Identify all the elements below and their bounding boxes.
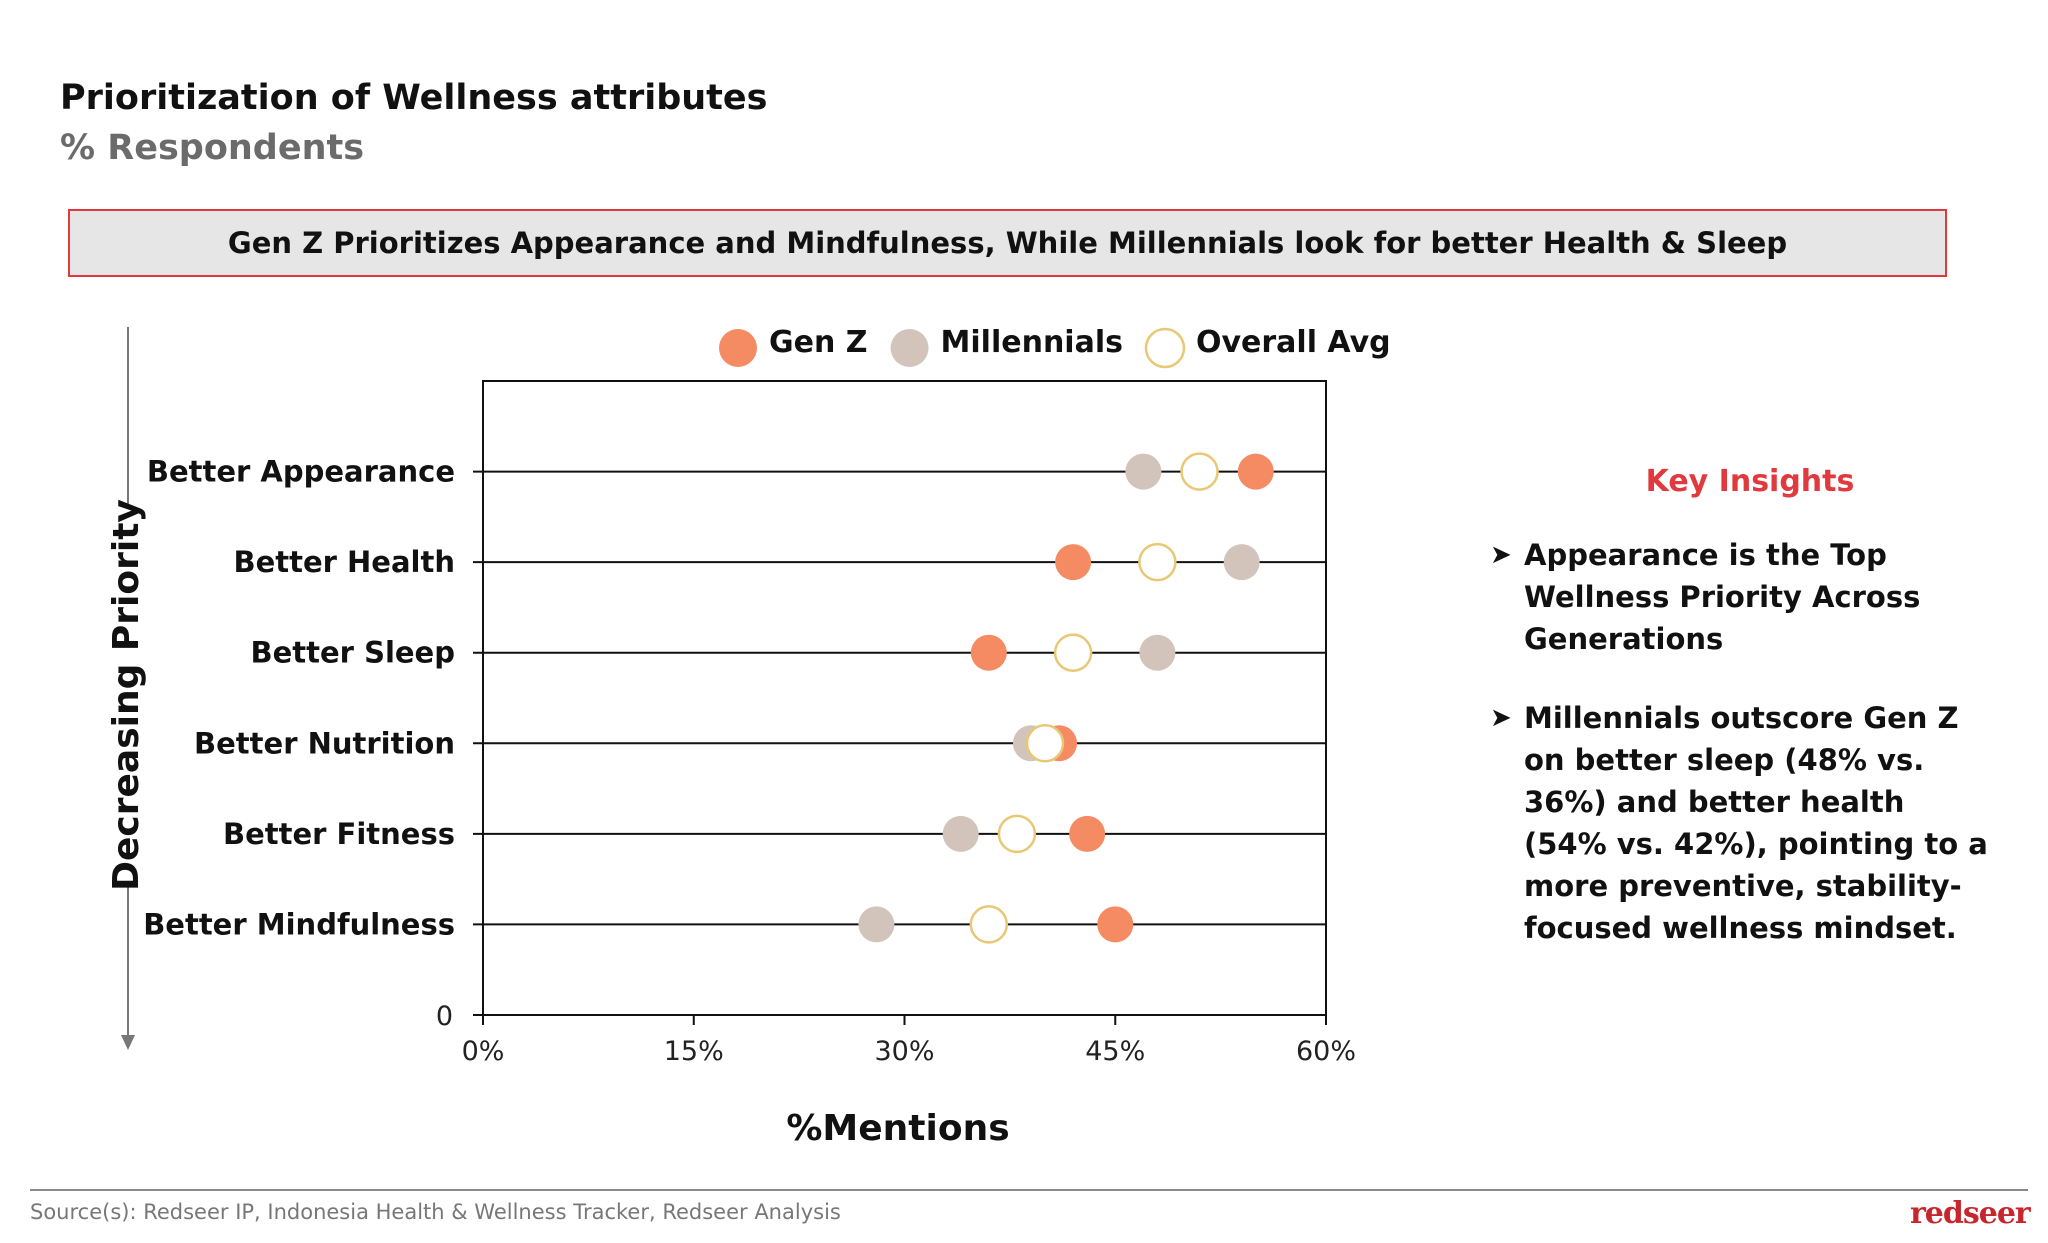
x-tick-label: 30% [874, 1036, 934, 1067]
dot-millennials [858, 906, 895, 943]
legend-marker [719, 329, 757, 367]
dot-millennials [1125, 453, 1162, 490]
dot-plot-chart: 0% 15% 30% 45% 60% 0 Better Appearance Better H… [106, 325, 1391, 1149]
category-label: Better Mindfulness [143, 907, 455, 941]
dot-overall-avg [1180, 452, 1219, 491]
redseer-logo: redseer [1910, 1196, 2031, 1231]
source-note: Source(s): Redseer IP, Indonesia Health … [30, 1200, 841, 1224]
dot-millennials [942, 815, 979, 852]
dot-overall-avg [1053, 633, 1093, 672]
category-label: Better Appearance [147, 455, 455, 489]
dot-gen-z [1237, 453, 1274, 490]
legend-marker [890, 329, 929, 367]
legend-label: Gen Z [769, 325, 868, 360]
category-label: Better Fitness [223, 817, 455, 851]
dot-overall-avg [1025, 724, 1065, 763]
headline-banner: Gen Z Prioritizes Appearance and Mindful… [68, 209, 1947, 277]
insight-text: Appearance is the Top Wellness Priority … [1524, 538, 1921, 656]
footer-divider [30, 1189, 2028, 1191]
dot-gen-z [1069, 815, 1106, 852]
legend-marker [1144, 327, 1186, 369]
x-tick-label: 60% [1296, 1036, 1356, 1067]
dot-gen-z [970, 634, 1007, 671]
dot-overall-avg [969, 905, 1009, 944]
category-label: Better Sleep [251, 636, 456, 670]
y-axis-title: Decreasing Priority [106, 499, 147, 891]
dot-overall-avg [1138, 542, 1177, 582]
arrow-bullet-icon: ➤ [1490, 703, 1512, 733]
x-tick-label: 0% [462, 1036, 505, 1067]
key-insights-title: Key Insights [1645, 464, 1855, 499]
x-axis-title: %Mentions [786, 1108, 1009, 1149]
insight-text: Millennials outscore Gen Z on better sle… [1524, 701, 1988, 945]
x-tick-label: 45% [1085, 1036, 1145, 1067]
arrow-bullet-icon: ➤ [1490, 540, 1512, 570]
legend-label: Millennials [941, 325, 1123, 360]
x-tick-label: 15% [664, 1036, 724, 1067]
dot-millennials [1223, 544, 1260, 581]
page-title: Prioritization of Wellness attributes [60, 78, 768, 118]
legend-label: Overall Avg [1196, 325, 1391, 360]
arrow-down-icon [121, 1035, 135, 1050]
banner-text: Gen Z Prioritizes Appearance and Mindful… [227, 226, 1788, 260]
dot-gen-z [1097, 906, 1134, 943]
dot-millennials [1139, 634, 1176, 671]
page-subtitle: % Respondents [60, 128, 365, 168]
dot-overall-avg [997, 814, 1037, 854]
y-zero-label: 0 [436, 1001, 453, 1032]
category-label: Better Nutrition [194, 726, 455, 760]
dot-gen-z [1055, 544, 1092, 581]
category-label: Better Health [233, 545, 455, 579]
